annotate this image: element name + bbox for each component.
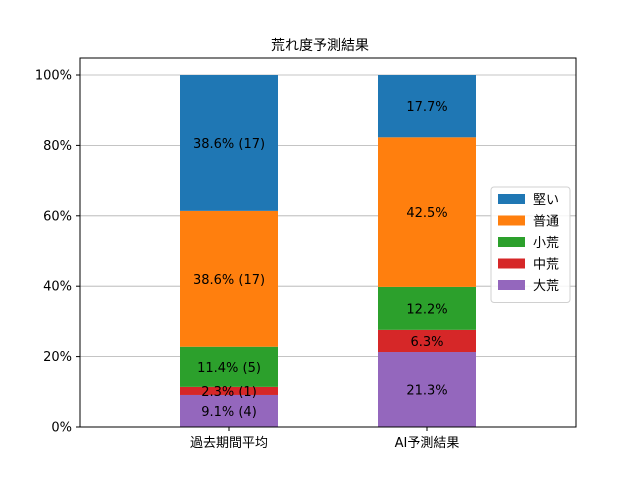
data-label: 38.6% (17) (193, 137, 265, 152)
data-label: 21.3% (406, 384, 447, 399)
legend-label: 大荒 (533, 279, 559, 294)
data-labels: 9.1% (4) 2.3% (1) 11.4% (5) 38.6% (17) 38.6%… (193, 100, 448, 420)
legend-swatch (498, 237, 525, 247)
data-label: 6.3% (410, 335, 443, 350)
legend-swatch (498, 194, 525, 204)
chart-title: 荒れ度予測結果 (271, 38, 369, 54)
bar-segment (180, 386, 278, 395)
legend-label: 普通 (533, 215, 559, 230)
legend-label: 堅い (533, 193, 559, 208)
y-tick-label: 60% (43, 209, 72, 224)
data-label: 38.6% (17) (193, 273, 265, 288)
x-tick-label: 過去期間平均 (190, 436, 268, 451)
data-label: 2.3% (1) (201, 385, 257, 400)
bar-segment (378, 329, 476, 353)
bar-segment (378, 286, 476, 330)
y-tick-label: 20% (43, 350, 72, 365)
data-label: 17.7% (406, 100, 447, 115)
y-tick-label: 100% (35, 69, 72, 84)
y-tick-label: 80% (43, 139, 72, 154)
data-label: 42.5% (406, 206, 447, 221)
legend-label: 小荒 (533, 236, 559, 251)
data-label: 12.2% (406, 302, 447, 317)
legend-swatch (498, 280, 525, 290)
axes: 0% 20% 40% 60% 80% 100% 過去期間平均 AI予測結果 (35, 69, 460, 452)
bars (180, 75, 476, 427)
legend-swatch (498, 215, 525, 226)
bar-segment (180, 75, 278, 211)
legend-swatch (498, 258, 525, 269)
plot-frame (79, 57, 577, 428)
bar-segment (378, 137, 476, 287)
y-tick-label: 0% (51, 421, 72, 436)
data-label: 11.4% (5) (197, 361, 261, 376)
data-label: 9.1% (4) (201, 405, 257, 420)
legend-label: 中荒 (533, 258, 559, 273)
bar-segment (180, 346, 278, 387)
bar-segment (180, 394, 278, 427)
y-tick-label: 40% (43, 280, 72, 295)
bar-segment (180, 210, 278, 347)
x-tick-label: AI予測結果 (395, 436, 460, 451)
bar-segment (378, 75, 476, 138)
bar-segment (378, 352, 476, 427)
